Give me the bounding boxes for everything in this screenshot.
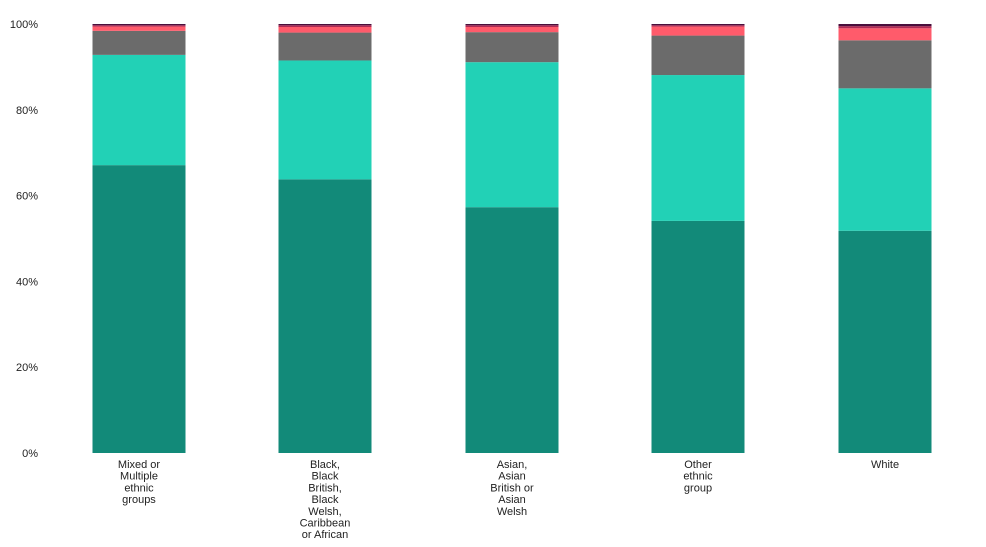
x-tick-label: Mixed or Multiple ethnic groups — [118, 459, 161, 506]
x-tick-label-line: ethnic — [683, 471, 713, 483]
y-tick-label: 100% — [10, 19, 38, 31]
bar-segment — [838, 28, 932, 41]
y-tick-label: 80% — [16, 105, 38, 117]
bar-segment — [465, 25, 559, 28]
bar-segment — [651, 220, 745, 453]
bar-segment — [278, 60, 372, 180]
y-tick-label: 0% — [22, 448, 38, 460]
bar-segment — [92, 26, 186, 31]
bar-segment — [465, 24, 559, 26]
bar-segment — [278, 179, 372, 453]
bar-segment — [838, 230, 932, 453]
x-tick-label-line: Black — [312, 471, 339, 483]
x-tick-label-line: British, — [308, 482, 342, 494]
x-tick-label: Asian, Asian British or Asian Welsh — [490, 459, 534, 518]
x-tick-label-line: groups — [122, 494, 156, 506]
x-tick-label-line: Mixed or — [118, 459, 161, 471]
bar-segment — [838, 24, 932, 27]
x-tick-label-line: Black, — [310, 459, 340, 471]
x-tick-label: White — [871, 459, 899, 471]
y-axis: 0% 20% 40% 60% 80% 100% — [10, 19, 38, 460]
bar-segment — [92, 25, 186, 27]
bar-segment — [651, 26, 745, 36]
bar-segment — [92, 30, 186, 55]
bar-segment — [838, 40, 932, 89]
x-tick-label: Black, Black British, Black Welsh, Caribbean o… — [300, 459, 351, 541]
bar-stack — [651, 24, 745, 453]
bar-segment — [465, 62, 559, 208]
x-tick-label-line: Multiple — [120, 471, 158, 483]
bar-segment — [278, 24, 372, 26]
bar-segment — [465, 207, 559, 453]
x-tick-label-line: British or — [490, 482, 534, 494]
bar-segment — [465, 27, 559, 33]
x-tick-label-line: group — [684, 482, 712, 494]
bar-segment — [92, 165, 186, 454]
x-tick-label-line: Asian, — [497, 459, 528, 471]
bar-segment — [651, 35, 745, 76]
x-tick-label-line: Other — [684, 459, 712, 471]
bars-group — [92, 24, 932, 454]
y-tick-label: 60% — [16, 191, 38, 203]
bar-stack — [92, 24, 186, 454]
bar-segment — [278, 32, 372, 61]
bar-segment — [651, 24, 745, 26]
bar-segment — [651, 25, 745, 27]
x-tick-label-line: Asian — [498, 471, 526, 483]
x-tick-label-line: ethnic — [124, 482, 154, 494]
bar-segment — [278, 27, 372, 33]
x-tick-label-line: Black — [312, 494, 339, 506]
x-tick-label-line: Welsh, — [308, 506, 341, 518]
y-tick-label: 40% — [16, 276, 38, 288]
bar-segment — [838, 88, 932, 231]
x-tick-label-line: Asian — [498, 494, 526, 506]
x-tick-label-line: Caribbean — [300, 518, 351, 530]
bar-segment — [92, 24, 186, 26]
bar-segment — [465, 32, 559, 63]
bar-segment — [838, 26, 932, 29]
x-tick-label-line: White — [871, 459, 899, 471]
bar-stack — [465, 24, 559, 453]
bar-segment — [92, 54, 186, 166]
bar-stack — [838, 24, 932, 453]
x-tick-label-line: Welsh — [497, 506, 527, 518]
bar-segment — [278, 25, 372, 28]
y-tick-label: 20% — [16, 362, 38, 374]
bar-segment — [651, 75, 745, 221]
x-tick-label: Other ethnic group — [683, 459, 713, 494]
bar-stack — [278, 24, 372, 453]
x-tick-label-line: or African — [302, 529, 348, 541]
